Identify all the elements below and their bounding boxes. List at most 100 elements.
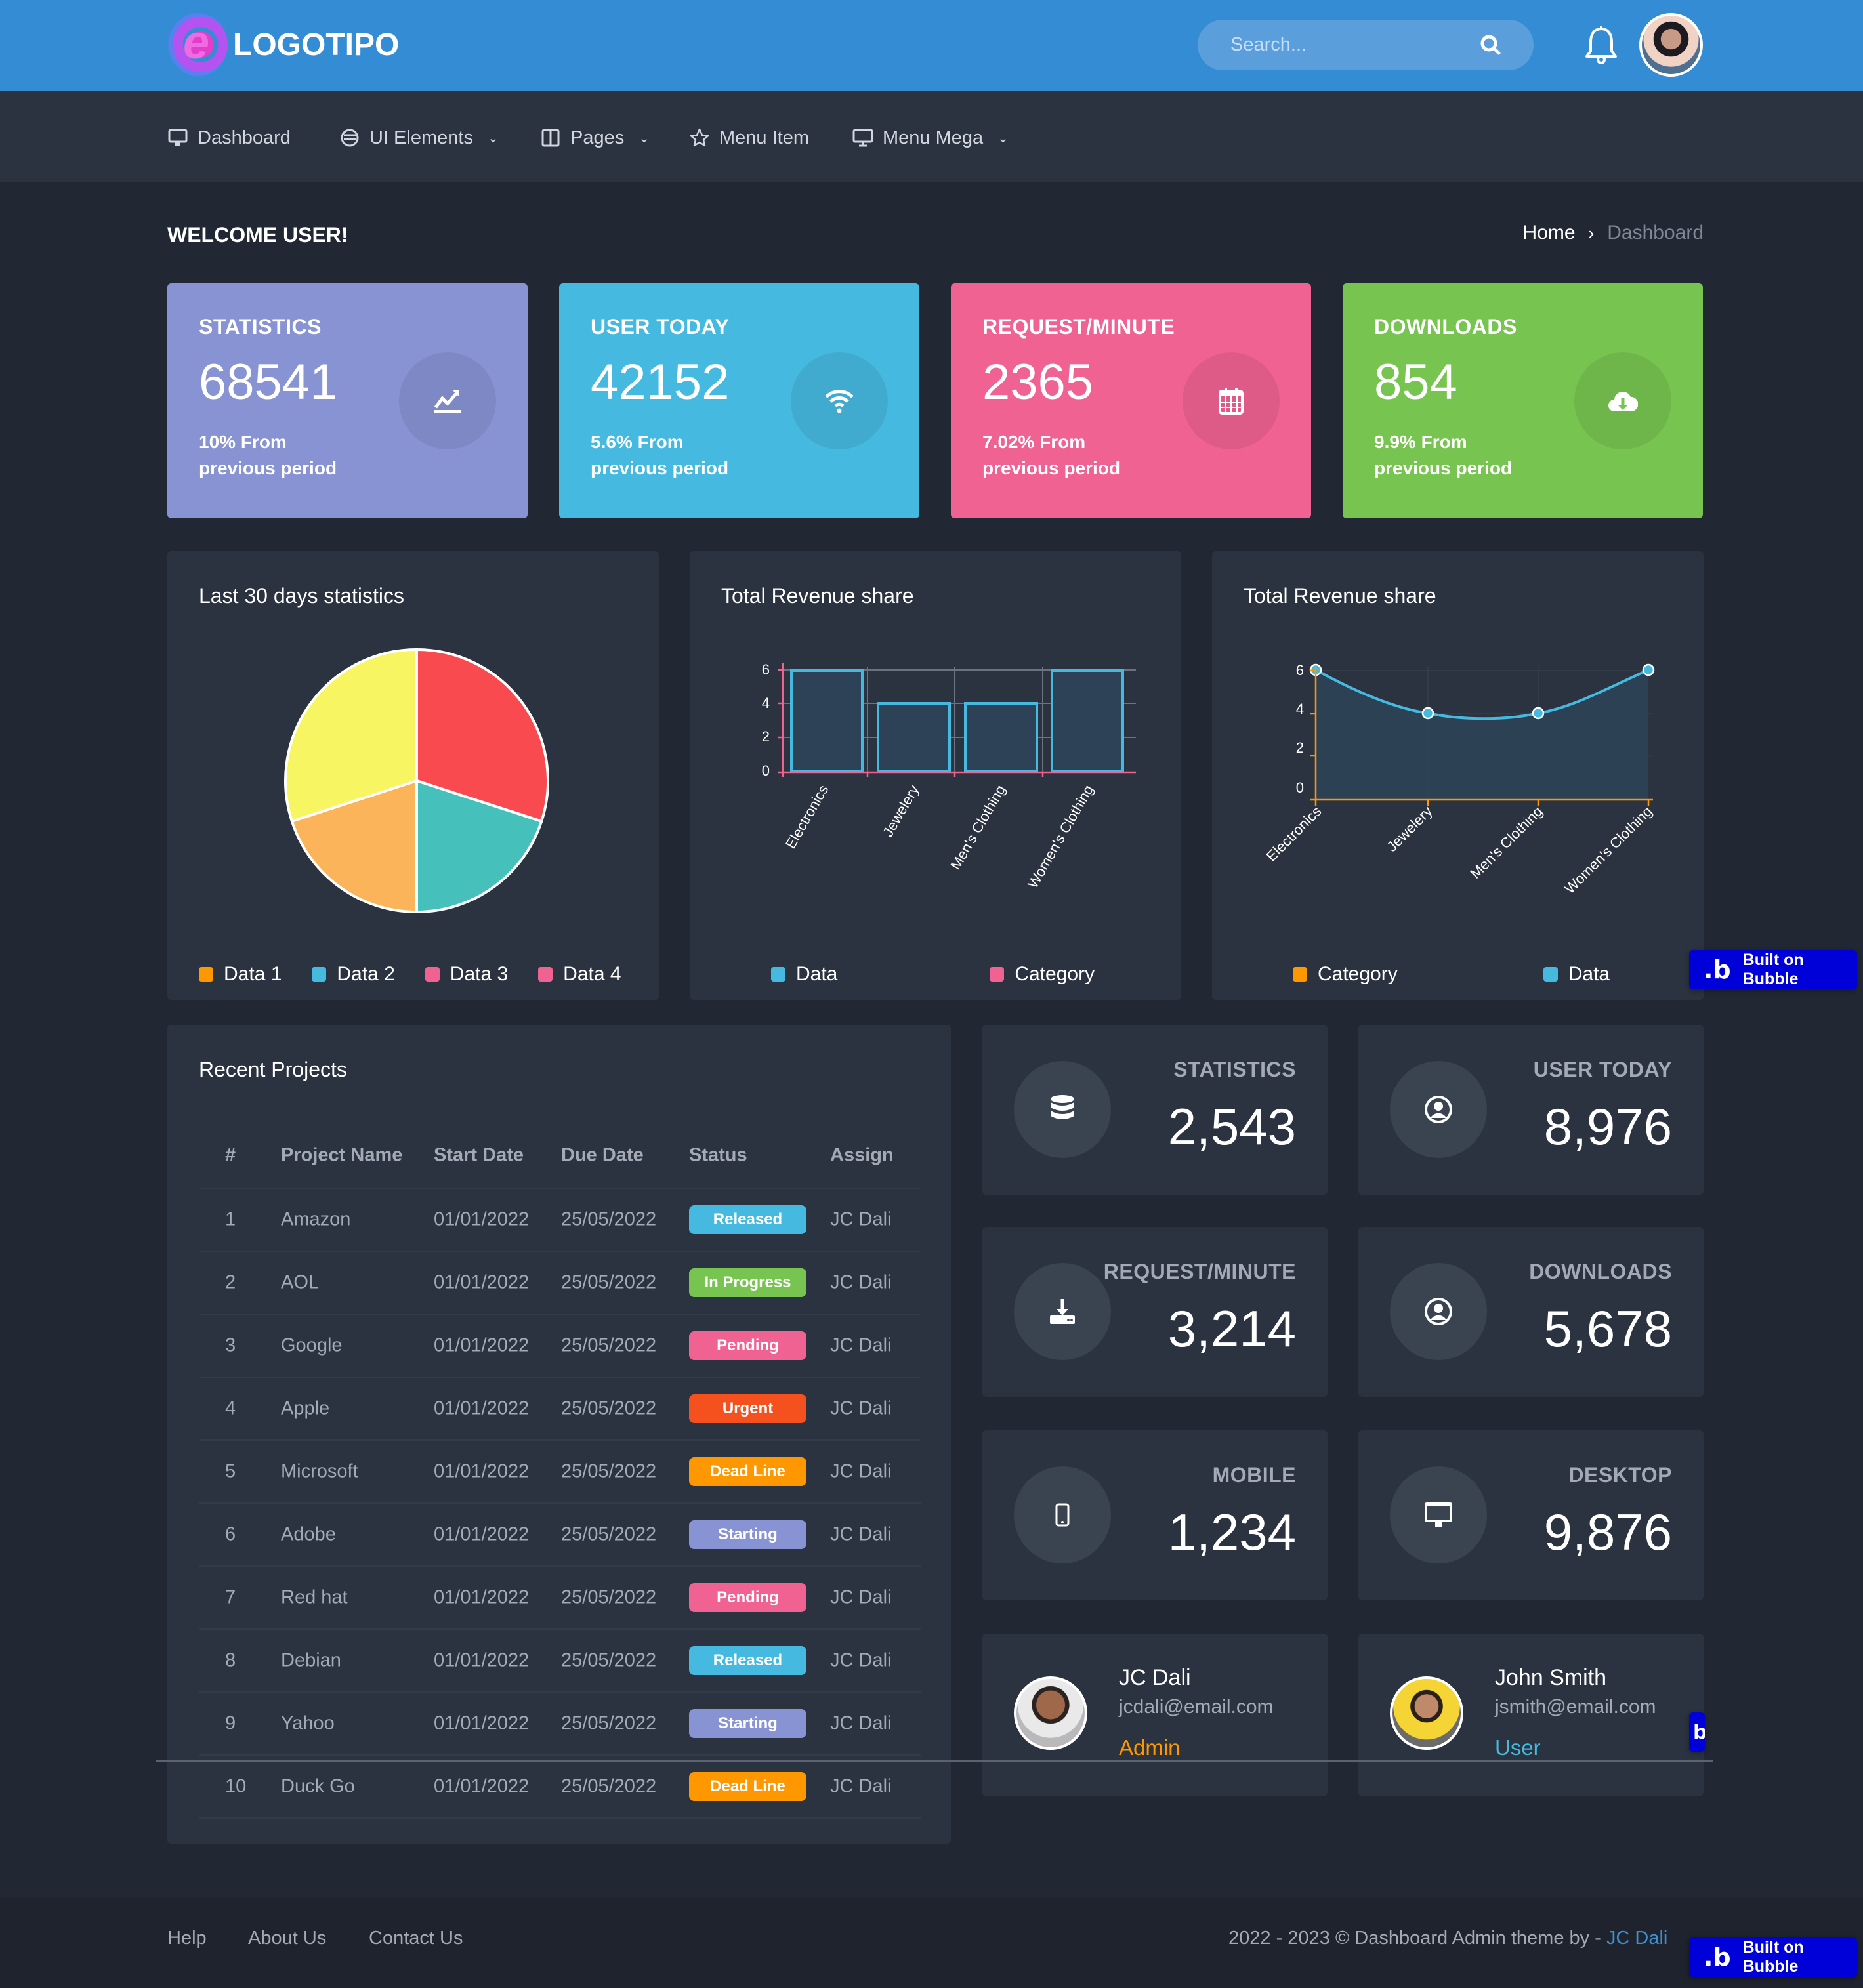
search-box — [1198, 20, 1534, 70]
assignee: JC Dali — [830, 1209, 892, 1230]
pie-legend: Data 1 Data 2 Data 3 Data 4 — [199, 963, 621, 985]
due-date: 25/05/2022 — [561, 1209, 657, 1230]
legend-item[interactable]: Category — [1318, 963, 1398, 985]
calendar-icon — [1183, 352, 1280, 449]
project-name: Yahoo — [281, 1712, 335, 1734]
svg-text:Men's Clothing: Men's Clothing — [1467, 803, 1545, 882]
profile-name: JC Dali — [1119, 1665, 1191, 1690]
stat-title: USER TODAY — [591, 315, 730, 339]
status-badge: Starting — [689, 1709, 806, 1738]
table-row[interactable]: 7 Red hat 01/01/2022 25/05/2022 JC Dali Pendi… — [199, 1567, 921, 1630]
legend-item[interactable]: Data 1 — [224, 963, 282, 985]
breadcrumb-home[interactable]: Home — [1522, 222, 1576, 243]
due-date: 25/05/2022 — [561, 1460, 657, 1482]
table-row[interactable]: 1 Amazon 01/01/2022 25/05/2022 JC Dali Releas… — [199, 1189, 921, 1252]
nav-item-dashboard[interactable]: Dashboard — [167, 125, 291, 151]
table-row[interactable]: 10 Duck Go 01/01/2022 25/05/2022 JC Dali Dead… — [199, 1756, 921, 1819]
table-row[interactable]: 4 Apple 01/01/2022 25/05/2022 JC Dali Urgent — [199, 1378, 921, 1441]
pie-chart — [284, 648, 549, 914]
bell-icon[interactable] — [1583, 25, 1620, 66]
column-header[interactable]: Start Date — [434, 1144, 524, 1166]
bubble-logo-icon: .b — [1704, 955, 1731, 984]
assignee: JC Dali — [830, 1523, 892, 1545]
svg-text:Electronics: Electronics — [782, 782, 831, 852]
start-date: 01/01/2022 — [434, 1775, 530, 1797]
table-header: # Project Name Start Date Due Date Statu… — [199, 1123, 921, 1189]
footer-link-help[interactable]: Help — [167, 1928, 207, 1949]
start-date: 01/01/2022 — [434, 1272, 530, 1293]
nav-label: Menu Mega — [883, 127, 984, 148]
search-input[interactable] — [1230, 34, 1478, 56]
svg-text:Jewelery: Jewelery — [1383, 803, 1435, 855]
desktop-icon — [1390, 1466, 1487, 1563]
logo[interactable]: LOGOTIPO — [167, 13, 399, 76]
legend-item[interactable]: Data 3 — [450, 963, 509, 985]
logo-text: LOGOTIPO — [233, 27, 400, 62]
nav-item-menu-item[interactable]: Menu Item — [689, 125, 809, 151]
profile-email[interactable]: jsmith@email.com — [1495, 1696, 1656, 1718]
avatar[interactable] — [1390, 1676, 1463, 1750]
footer-link-contact[interactable]: Contact Us — [369, 1928, 463, 1949]
start-date: 01/01/2022 — [434, 1523, 530, 1545]
legend-item[interactable]: Data 2 — [337, 963, 395, 985]
legend-swatch — [1293, 967, 1307, 982]
footer-link-about[interactable]: About Us — [248, 1928, 327, 1949]
profile-email[interactable]: jcdali@email.com — [1119, 1696, 1274, 1718]
nav-item-menu-mega[interactable]: Menu Mega ⌄ — [852, 125, 1009, 151]
project-name: Debian — [281, 1649, 341, 1671]
mini-stat-value: 3,214 — [1167, 1300, 1296, 1357]
stat-change: 7.02% From previous period — [982, 432, 1121, 478]
svg-text:6: 6 — [1296, 662, 1304, 678]
avatar[interactable] — [1014, 1676, 1087, 1750]
stat-card-downloads: DOWNLOADS 854 9.9% From previous period — [1343, 283, 1703, 518]
row-number: 2 — [225, 1272, 236, 1293]
legend-item[interactable]: Data 4 — [563, 963, 621, 985]
legend-item[interactable]: Category — [1015, 963, 1095, 985]
table-row[interactable]: 9 Yahoo 01/01/2022 25/05/2022 JC Dali Startin… — [199, 1693, 921, 1756]
column-header[interactable]: Project Name — [281, 1144, 403, 1166]
copyright: 2022 - 2023 © Dashboard Admin theme by -… — [1228, 1928, 1668, 1949]
project-name: Red hat — [281, 1586, 348, 1608]
author-link[interactable]: JC Dali — [1606, 1928, 1668, 1949]
stat-change: 10% From previous period — [199, 432, 337, 478]
chevron-right-icon: › — [1588, 222, 1595, 243]
bubble-badge-fragment[interactable]: b — [1689, 1712, 1705, 1752]
project-name: Adobe — [281, 1523, 336, 1545]
start-date: 01/01/2022 — [434, 1398, 530, 1419]
column-header[interactable]: Status — [689, 1144, 747, 1166]
built-on-bubble-badge[interactable]: .b Built on Bubble — [1689, 1937, 1857, 1977]
chart-title: Total Revenue share — [721, 584, 914, 608]
project-name: Amazon — [281, 1209, 351, 1230]
search-icon[interactable] — [1478, 32, 1504, 58]
row-number: 6 — [225, 1523, 236, 1545]
table-row[interactable]: 2 AOL 01/01/2022 25/05/2022 JC Dali In Progre… — [199, 1252, 921, 1315]
area-chart: 6 4 2 0 Electronics Jewelery Men's Clothing… — [1263, 662, 1656, 897]
row-number: 1 — [225, 1209, 236, 1230]
top-header: LOGOTIPO — [0, 0, 1863, 91]
status-cell: Released — [689, 1205, 806, 1234]
svg-text:6: 6 — [762, 661, 770, 678]
table-row[interactable]: 6 Adobe 01/01/2022 25/05/2022 JC Dali Startin… — [199, 1504, 921, 1567]
legend-swatch — [538, 967, 553, 982]
column-header[interactable]: Due Date — [561, 1144, 644, 1166]
table-row[interactable]: 8 Debian 01/01/2022 25/05/2022 JC Dali Releas… — [199, 1630, 921, 1693]
status-cell: Pending — [689, 1331, 806, 1360]
user-avatar[interactable] — [1639, 13, 1703, 77]
stat-card-request-minute: REQUEST/MINUTE 2365 7.02% From previous p… — [951, 283, 1311, 518]
table-row[interactable]: 5 Microsoft 01/01/2022 25/05/2022 JC Dali Dea… — [199, 1441, 921, 1504]
built-on-bubble-badge[interactable]: .b Built on Bubble — [1689, 950, 1857, 989]
legend-item[interactable]: Data — [1568, 963, 1610, 985]
table-row[interactable]: 3 Google 01/01/2022 25/05/2022 JC Dali Pendin… — [199, 1315, 921, 1378]
column-header[interactable]: Assign — [830, 1144, 894, 1166]
status-badge: Urgent — [689, 1394, 806, 1423]
line-legend: Category Data — [1293, 963, 1610, 985]
mini-stat-value: 9,876 — [1543, 1503, 1672, 1561]
stat-value: 68541 — [199, 354, 338, 410]
status-cell: Urgent — [689, 1394, 806, 1423]
column-header[interactable]: # — [225, 1144, 236, 1166]
nav-item-ui-elements[interactable]: UI Elements ⌄ — [339, 125, 499, 151]
nav-item-pages[interactable]: Pages ⌄ — [540, 125, 650, 151]
recent-projects-card: Recent Projects # Project Name Start Dat… — [167, 1025, 951, 1844]
legend-item[interactable]: Data — [796, 963, 838, 985]
mini-stat-value: 2,543 — [1167, 1098, 1296, 1155]
